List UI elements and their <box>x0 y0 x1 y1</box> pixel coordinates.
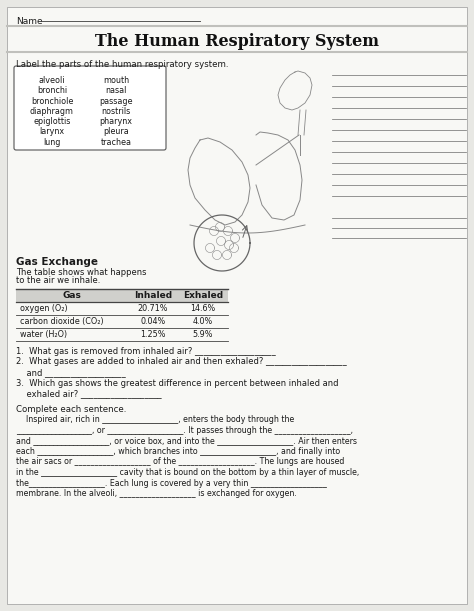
Text: The Human Respiratory System: The Human Respiratory System <box>95 32 379 49</box>
Text: bronchi: bronchi <box>37 86 67 95</box>
Text: 0.04%: 0.04% <box>140 317 165 326</box>
Text: water (H₂O): water (H₂O) <box>20 330 67 339</box>
Text: and ___________________: and ___________________ <box>16 368 126 377</box>
Text: in the ___________________ cavity that is bound on the bottom by a thin layer of: in the ___________________ cavity that i… <box>16 468 359 477</box>
Text: trachea: trachea <box>100 138 131 147</box>
Text: Exhaled: Exhaled <box>183 291 223 300</box>
Text: alveoli: alveoli <box>39 76 65 85</box>
Text: Label the parts of the human respiratory system.: Label the parts of the human respiratory… <box>16 60 228 69</box>
Text: the___________________. Each lung is covered by a very thin ___________________: the___________________. Each lung is cov… <box>16 478 327 488</box>
Text: Gas: Gas <box>63 291 82 300</box>
Text: epiglottis: epiglottis <box>33 117 71 126</box>
FancyBboxPatch shape <box>14 66 166 150</box>
Text: each ___________________, which branches into ___________________, and finally i: each ___________________, which branches… <box>16 447 340 456</box>
Text: membrane. In the alveoli, ___________________ is exchanged for oxygen.: membrane. In the alveoli, ______________… <box>16 489 297 498</box>
Text: ___________________, or ___________________. It passes through the _____________: ___________________, or ________________… <box>16 426 353 435</box>
Text: lung: lung <box>43 138 61 147</box>
Text: bronchiole: bronchiole <box>31 97 73 106</box>
Text: mouth: mouth <box>103 76 129 85</box>
Text: Inspired air, rich in ___________________, enters the body through the: Inspired air, rich in __________________… <box>16 415 294 425</box>
Text: the air sacs or ___________________ of the ___________________. The lungs are ho: the air sacs or ___________________ of t… <box>16 458 345 467</box>
Text: 3.  Which gas shows the greatest difference in percent between inhaled and: 3. Which gas shows the greatest differen… <box>16 378 338 387</box>
Text: exhaled air? ___________________: exhaled air? ___________________ <box>16 389 162 398</box>
Text: pharynx: pharynx <box>100 117 133 126</box>
Text: Gas Exchange: Gas Exchange <box>16 257 98 267</box>
Bar <box>16 289 228 302</box>
Text: 4.0%: 4.0% <box>193 317 213 326</box>
Text: carbon dioxide (CO₂): carbon dioxide (CO₂) <box>20 317 104 326</box>
Text: 5.9%: 5.9% <box>193 330 213 339</box>
Text: 14.6%: 14.6% <box>191 304 216 313</box>
Text: larynx: larynx <box>39 128 64 136</box>
Text: pleura: pleura <box>103 128 129 136</box>
Text: The table shows what happens: The table shows what happens <box>16 268 146 277</box>
Text: 20.71%: 20.71% <box>138 304 168 313</box>
Text: nostrils: nostrils <box>101 107 131 116</box>
Text: passage: passage <box>99 97 133 106</box>
Text: 1.25%: 1.25% <box>140 330 166 339</box>
Text: nasal: nasal <box>105 86 127 95</box>
Text: diaphragm: diaphragm <box>30 107 74 116</box>
Text: Name: Name <box>16 16 43 26</box>
Text: to the air we inhale.: to the air we inhale. <box>16 276 100 285</box>
Text: Inhaled: Inhaled <box>134 291 172 300</box>
Text: oxygen (O₂): oxygen (O₂) <box>20 304 68 313</box>
Text: 1.  What gas is removed from inhaled air? ___________________: 1. What gas is removed from inhaled air?… <box>16 347 276 356</box>
Text: Complete each sentence.: Complete each sentence. <box>16 404 127 414</box>
Text: and ___________________, or voice box, and into the ___________________. Air the: and ___________________, or voice box, a… <box>16 436 357 445</box>
Text: 2.  What gases are added to inhaled air and then exhaled? ___________________: 2. What gases are added to inhaled air a… <box>16 357 347 367</box>
